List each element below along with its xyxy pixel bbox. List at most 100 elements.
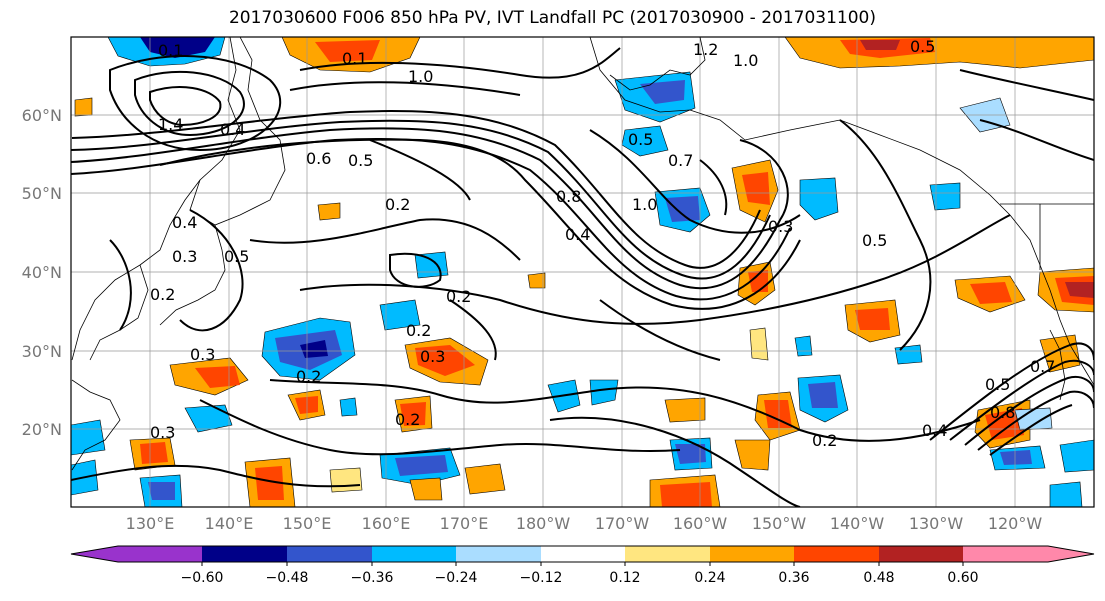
anomaly-patch (409, 477, 443, 501)
contour-label: 0.2 (446, 287, 471, 306)
lon-label: 150°W (751, 514, 807, 533)
contour-label: 0.6 (306, 149, 331, 168)
anomaly-patch (621, 125, 669, 157)
colorbar-segment (372, 546, 456, 562)
contour-label: 0.3 (768, 217, 793, 236)
anomaly-patch (1049, 481, 1083, 507)
anomaly-patch (140, 37, 215, 58)
lon-label: 160°W (672, 514, 728, 533)
contour-label: 0.4 (922, 421, 947, 440)
anomaly-patch (395, 455, 448, 476)
anomaly-patch (742, 172, 770, 205)
contour-label: 0.5 (985, 375, 1010, 394)
anomaly-patch (295, 396, 318, 414)
contour-label: 0.3 (172, 247, 197, 266)
colorbar (70, 545, 1095, 566)
anomaly-patch (660, 482, 712, 507)
anomaly-patch (749, 327, 769, 361)
lon-label: 150°E (282, 514, 332, 533)
colorbar-tick-label: −0.60 (180, 570, 224, 586)
anomaly-patch (1059, 439, 1094, 473)
lat-label: 60°N (21, 106, 62, 125)
anomaly-patch (664, 397, 706, 423)
anomaly-patch (784, 37, 1094, 69)
graticule (71, 37, 1094, 507)
contour-label: 0.5 (348, 151, 373, 170)
anomaly-patch (589, 379, 619, 406)
contour-label: 1.2 (693, 40, 718, 59)
lon-label: 170°E (439, 514, 489, 533)
map-title: 2017030600 F006 850 hPa PV, IVT Landfall… (228, 8, 876, 28)
anomaly-patch (184, 404, 233, 433)
contour-label: 0.5 (224, 247, 249, 266)
contour-label: 0.1 (342, 49, 367, 68)
contour-label: 0.2 (385, 195, 410, 214)
anomaly-patch (855, 308, 890, 330)
lon-label: 170°W (594, 514, 650, 533)
colorbar-segment (71, 546, 202, 562)
contour-label: 0.8 (556, 187, 581, 206)
contour-label: 0.8 (990, 403, 1015, 422)
anomaly-patch (379, 299, 421, 331)
anomaly-patch (400, 402, 426, 426)
lon-label: 130°E (125, 514, 175, 533)
lon-label: 180°W (515, 514, 571, 533)
anomaly-patch (527, 272, 546, 289)
colorbar-tick-label: −0.36 (350, 570, 394, 586)
anomaly-patch (799, 177, 839, 221)
colorbar-tick-label: 0.24 (694, 570, 726, 586)
colorbar-tick-label: −0.48 (265, 570, 309, 586)
anomaly-patch (970, 282, 1012, 304)
lat-label: 50°N (21, 184, 62, 203)
anomaly-patch (640, 80, 685, 104)
contour-label: 0.5 (628, 130, 653, 149)
contour-label: 1.0 (408, 67, 433, 86)
lon-label: 140°W (829, 514, 885, 533)
contour-label: 0.7 (1030, 357, 1055, 376)
contour-label: 0.3 (150, 423, 175, 442)
contour-label: 1.4 (158, 115, 183, 134)
anomaly-patch (315, 40, 380, 62)
colorbar-tick-label: −0.24 (434, 570, 478, 586)
contour-label: 0.4 (220, 120, 245, 139)
contour-label: 1.0 (733, 51, 758, 70)
colorbar-tick-label: 0.12 (609, 570, 641, 586)
colorbar-segment (710, 546, 794, 562)
lon-label: 160°E (361, 514, 411, 533)
colorbar-outline (70, 545, 1095, 563)
anomaly-patch (985, 408, 1024, 440)
contour-label: 0.2 (150, 285, 175, 304)
colorbar-segment (794, 546, 879, 562)
lon-label: 140°E (204, 514, 254, 533)
anomaly-patch (734, 439, 771, 471)
colorbar-segment (287, 546, 372, 562)
anomaly-patch (894, 344, 923, 365)
contour-label: 1.0 (632, 195, 657, 214)
colorbar-tick-label: 0.36 (778, 570, 810, 586)
contour-label: 0.1 (158, 41, 183, 60)
lat-label: 30°N (21, 342, 62, 361)
lat-label: 20°N (21, 420, 62, 439)
anomaly-patch (317, 202, 341, 221)
colorbar-segment (879, 546, 963, 562)
contour-label: 0.3 (420, 347, 445, 366)
contour-label: 0.7 (668, 151, 693, 170)
anomaly-patch (764, 400, 792, 428)
anomaly-patch (140, 442, 168, 464)
contour-label: 0.2 (296, 367, 321, 386)
anomaly-patch (464, 463, 506, 495)
lon-label: 120°W (987, 514, 1043, 533)
contour-label: 0.2 (812, 431, 837, 450)
anomaly-patch (339, 397, 358, 417)
contour-label: 0.3 (190, 345, 215, 364)
lon-label: 130°W (908, 514, 964, 533)
colorbar-segment (541, 546, 625, 562)
colorbar-segment (202, 546, 287, 562)
contour-label: 0.5 (862, 231, 887, 250)
anomaly-patch (929, 182, 961, 211)
lat-label: 40°N (21, 263, 62, 282)
shaded-anomalies (71, 37, 1094, 507)
anomaly-patch (329, 467, 363, 493)
anomaly-patch (794, 335, 813, 357)
